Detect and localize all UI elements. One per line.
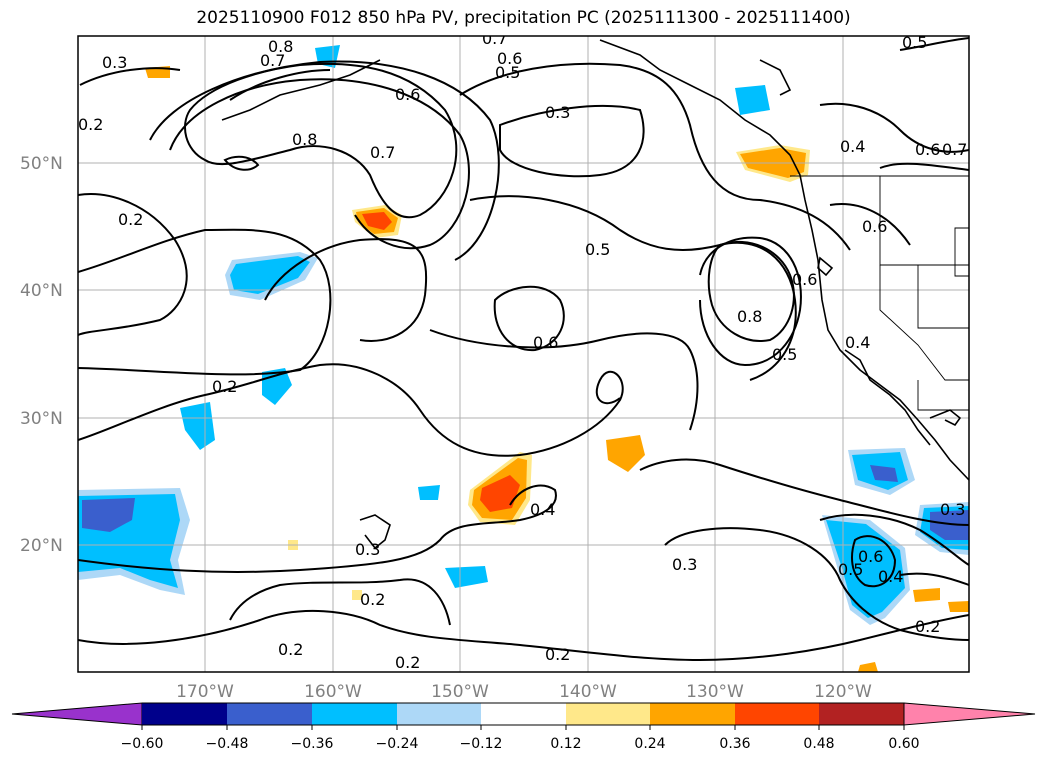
colorbar-swatch (650, 703, 735, 725)
contour-label: 0.6 (862, 217, 887, 236)
colorbar-tick-label: −0.48 (206, 736, 249, 752)
precip-anomaly-shading (78, 45, 969, 672)
lat-label: 20°N (20, 536, 63, 556)
contour-label: 0.2 (78, 115, 103, 134)
colorbar: −0.60 −0.48 −0.36 −0.24 −0.12 0.12 0.24 … (11, 702, 1036, 752)
contour-label: 0.5 (772, 345, 797, 364)
contour-label: 0.6 (858, 547, 883, 566)
positive-precip-area (362, 212, 392, 230)
lat-label: 30°N (20, 409, 63, 429)
colorbar-swatch (819, 703, 904, 725)
negative-precip-area (930, 510, 969, 540)
positive-precip-area (858, 662, 878, 672)
contour-label: 0.4 (840, 137, 865, 156)
contour-label: 0.8 (268, 37, 293, 56)
lat-label: 50°N (20, 154, 63, 174)
contour-label: 0.4 (530, 500, 555, 519)
negative-precip-area (418, 485, 440, 500)
negative-precip-area (870, 465, 898, 482)
colorbar-tick-label: −0.36 (291, 736, 334, 752)
lon-label: 170°W (176, 682, 234, 702)
negative-precip-area (82, 498, 135, 532)
contour-label: 0.2 (395, 653, 420, 672)
colorbar-tick-label: −0.60 (121, 736, 164, 752)
positive-precip-area (606, 435, 645, 472)
contour-label: 0.6 (497, 49, 522, 68)
negative-precip-area (180, 402, 215, 450)
colorbar-swatch (481, 703, 566, 725)
contour-label: 0.3 (672, 555, 697, 574)
contour-labels: 0.3 0.8 0.7 0.7 0.6 0.5 0.6 0.3 0.5 0.2 … (78, 29, 967, 672)
colorbar-tick-label: −0.24 (376, 736, 419, 752)
map-frame (77, 35, 970, 673)
negative-precip-area (445, 566, 488, 588)
contour-label: 0.5 (902, 33, 927, 52)
contour-label: 0.5 (838, 560, 863, 579)
colorbar-tick-label: 0.60 (888, 736, 919, 752)
contour-label: 0.7 (260, 51, 285, 70)
contour-label: 0.7 (942, 140, 967, 159)
lon-label: 130°W (686, 682, 744, 702)
contour-label: 0.6 (533, 333, 558, 352)
colorbar-tick-label: 0.24 (634, 736, 665, 752)
contour-label: 0.3 (355, 540, 380, 559)
contour-label: 0.3 (545, 103, 570, 122)
contour-label: 0.4 (878, 567, 903, 586)
positive-precip-area (913, 588, 940, 602)
lon-label: 120°W (814, 682, 872, 702)
positive-precip-area (948, 601, 969, 612)
colorbar-swatch (312, 703, 397, 725)
contour-label: 0.2 (360, 590, 385, 609)
colorbar-swatch (566, 703, 650, 725)
longitude-labels: 170°W 160°W 150°W 140°W 130°W 120°W (176, 682, 872, 702)
contour-label: 0.5 (585, 240, 610, 259)
contour-label: 0.4 (845, 333, 870, 352)
colorbar-swatch (227, 703, 312, 725)
negative-precip-area (230, 256, 310, 294)
positive-precip-area (480, 475, 520, 512)
lon-label: 160°W (304, 682, 362, 702)
colorbar-tick-label: −0.12 (460, 736, 503, 752)
contour-label: 0.2 (278, 640, 303, 659)
contour-label: 0.2 (118, 210, 143, 229)
political-boundaries (790, 175, 969, 411)
colorbar-tick-label: 0.48 (803, 736, 834, 752)
contour-label: 0.5 (495, 63, 520, 82)
latitude-labels: 50°N 40°N 30°N 20°N (20, 154, 63, 556)
contour-label: 0.7 (370, 143, 395, 162)
contour-label: 0.3 (102, 53, 127, 72)
contour-label: 0.2 (212, 377, 237, 396)
contour-label: 0.2 (915, 617, 940, 636)
coastlines (221, 39, 969, 550)
map-plot-area: 0.3 0.8 0.7 0.7 0.6 0.5 0.6 0.3 0.5 0.2 … (78, 29, 969, 672)
positive-precip-area (352, 590, 362, 600)
contour-label: 0.7 (482, 29, 507, 48)
colorbar-swatch (735, 703, 819, 725)
lon-label: 140°W (559, 682, 617, 702)
lat-label: 40°N (20, 281, 63, 301)
colorbar-tick-label: 0.12 (550, 736, 581, 752)
colorbar-swatch (397, 703, 481, 725)
pv-contours (78, 37, 969, 662)
colorbar-extend-min (11, 702, 143, 726)
contour-label: 0.6 (792, 270, 817, 289)
contour-label: 0.6 (915, 140, 940, 159)
colorbar-tick-label: 0.36 (719, 736, 750, 752)
contour-label: 0.8 (292, 130, 317, 149)
contour-label: 0.3 (940, 500, 965, 519)
contour-label: 0.8 (737, 307, 762, 326)
contour-label: 0.6 (395, 85, 420, 104)
negative-precip-area (735, 85, 770, 115)
contour-label: 0.2 (545, 645, 570, 664)
map-title: 2025110900 F012 850 hPa PV, precipitatio… (196, 8, 851, 28)
colorbar-extend-max (903, 702, 1036, 726)
colorbar-swatch (142, 703, 227, 725)
lon-label: 150°W (431, 682, 489, 702)
